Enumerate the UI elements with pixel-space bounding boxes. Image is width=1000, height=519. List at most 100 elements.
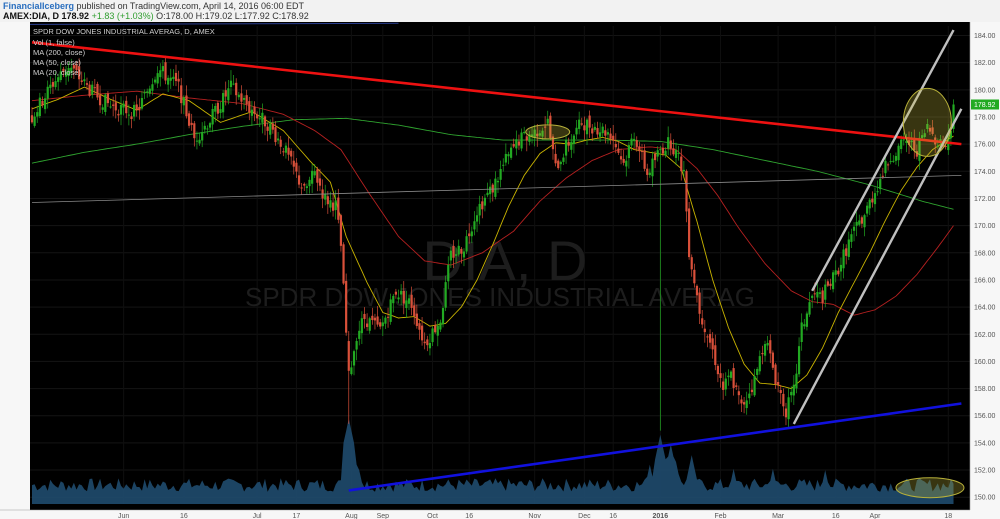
candle-body <box>818 292 822 294</box>
candle-body <box>549 115 552 139</box>
last-price: 178.92 <box>61 11 90 21</box>
price-tick-label: 180.00 <box>974 87 996 94</box>
candle-body <box>724 378 727 390</box>
candle-body <box>834 270 837 275</box>
candle-body <box>923 133 926 138</box>
candle-body <box>685 170 688 212</box>
candle-body <box>703 328 706 333</box>
candle-body <box>415 313 418 326</box>
candle-body <box>329 200 332 208</box>
time-tick-label: 17 <box>293 513 301 519</box>
legend-title: SPDR DOW JONES INDUSTRIAL AVERAG, D, AME… <box>33 27 215 36</box>
candle-body <box>339 215 343 246</box>
candle-body <box>297 175 301 185</box>
candle-body <box>452 245 455 258</box>
candle-body <box>237 94 240 98</box>
candle-body <box>839 264 843 272</box>
candle-body <box>805 313 809 327</box>
watermark: DIA, D SPDR DOW JONES INDUSTRIAL AVERAG <box>245 229 755 312</box>
candle-body <box>690 257 693 270</box>
candle-body <box>742 402 746 405</box>
candle-body <box>444 282 447 308</box>
time-tick-label: 18 <box>944 513 952 519</box>
author-link[interactable]: FinancialIceberg <box>3 1 75 11</box>
time-tick-label: Oct <box>427 513 438 519</box>
candle-body <box>465 236 468 252</box>
price-tick-label: 152.00 <box>974 468 996 475</box>
candle-body <box>30 115 34 123</box>
candle-body <box>185 95 188 117</box>
candle-body <box>852 226 856 231</box>
candle-body <box>91 84 94 95</box>
time-axis[interactable]: Jun 16 Jul 17 Aug Sep Oct 16 Nov Dec 16 2016 Feb Mar 1… <box>0 509 1000 519</box>
candle-body <box>36 112 39 117</box>
candle-body <box>915 151 918 157</box>
candle-body <box>546 118 549 124</box>
candle-body <box>33 116 36 126</box>
candle-body <box>829 283 832 286</box>
price-chart[interactable]: DIA, D SPDR DOW JONES INDUSTRIAL AVERAG … <box>0 22 1000 519</box>
candle-body <box>38 97 41 117</box>
candle-body <box>295 162 298 172</box>
candle-body <box>324 193 327 200</box>
candle-body <box>201 132 204 141</box>
candle-body <box>62 68 65 72</box>
candle-body <box>337 197 340 220</box>
candle-body <box>441 307 445 325</box>
candle-body <box>355 341 358 350</box>
candle-body <box>439 322 442 330</box>
candle-body <box>347 341 350 371</box>
candle-body <box>889 161 892 163</box>
candle-body <box>559 161 562 165</box>
trendlines[interactable] <box>0 22 963 492</box>
candle-body <box>601 126 604 134</box>
candle-body <box>363 313 366 320</box>
candle-body <box>517 141 521 146</box>
candle-body <box>504 153 507 163</box>
candle-body <box>282 151 285 153</box>
candle-body <box>478 203 481 216</box>
last-price-tag <box>971 99 999 110</box>
candle-body <box>119 104 123 115</box>
price-tick-label: 150.00 <box>974 495 996 502</box>
candle-body <box>952 104 955 129</box>
candle-body <box>693 269 696 284</box>
candle-body <box>98 95 102 106</box>
price-tick-label: 154.00 <box>974 440 996 447</box>
price-axis[interactable]: 184.00 182.00 180.00 178.00 176.00 174.00 172.… <box>0 22 1000 519</box>
candle-body <box>544 126 547 128</box>
candle-body <box>803 324 806 327</box>
candle-body <box>198 139 201 144</box>
price-tick-label: 174.00 <box>974 169 996 176</box>
candle-body <box>672 148 675 155</box>
candle-body <box>250 109 254 116</box>
candle-body <box>187 113 191 126</box>
candle-body <box>897 145 900 161</box>
candle-body <box>769 340 772 354</box>
candle-body <box>782 393 785 407</box>
candle-body <box>866 205 869 214</box>
candle-body <box>667 137 670 149</box>
candle-body <box>172 76 175 80</box>
candle-body <box>122 103 125 108</box>
candle-body <box>716 365 720 375</box>
candle-body <box>104 94 107 112</box>
candle-body <box>931 127 934 134</box>
candle-body <box>360 318 363 334</box>
candle-body <box>740 399 743 404</box>
time-tick-label: 2016 <box>653 513 669 519</box>
candle-body <box>698 292 701 314</box>
price-tick-label: 178.00 <box>974 114 996 121</box>
candle-body <box>308 179 311 187</box>
time-tick-label: 16 <box>609 513 617 519</box>
price-tick-label: 184.00 <box>974 33 996 40</box>
time-tick-label: Sep <box>377 513 390 519</box>
candle-body <box>926 123 929 129</box>
time-tick-label: Dec <box>578 513 591 519</box>
candle-body <box>180 85 183 104</box>
candle-body <box>368 318 371 331</box>
candle-body <box>292 160 295 167</box>
highlight-ellipses[interactable] <box>525 87 965 499</box>
candle-body <box>651 158 654 177</box>
candle-body <box>496 180 500 183</box>
